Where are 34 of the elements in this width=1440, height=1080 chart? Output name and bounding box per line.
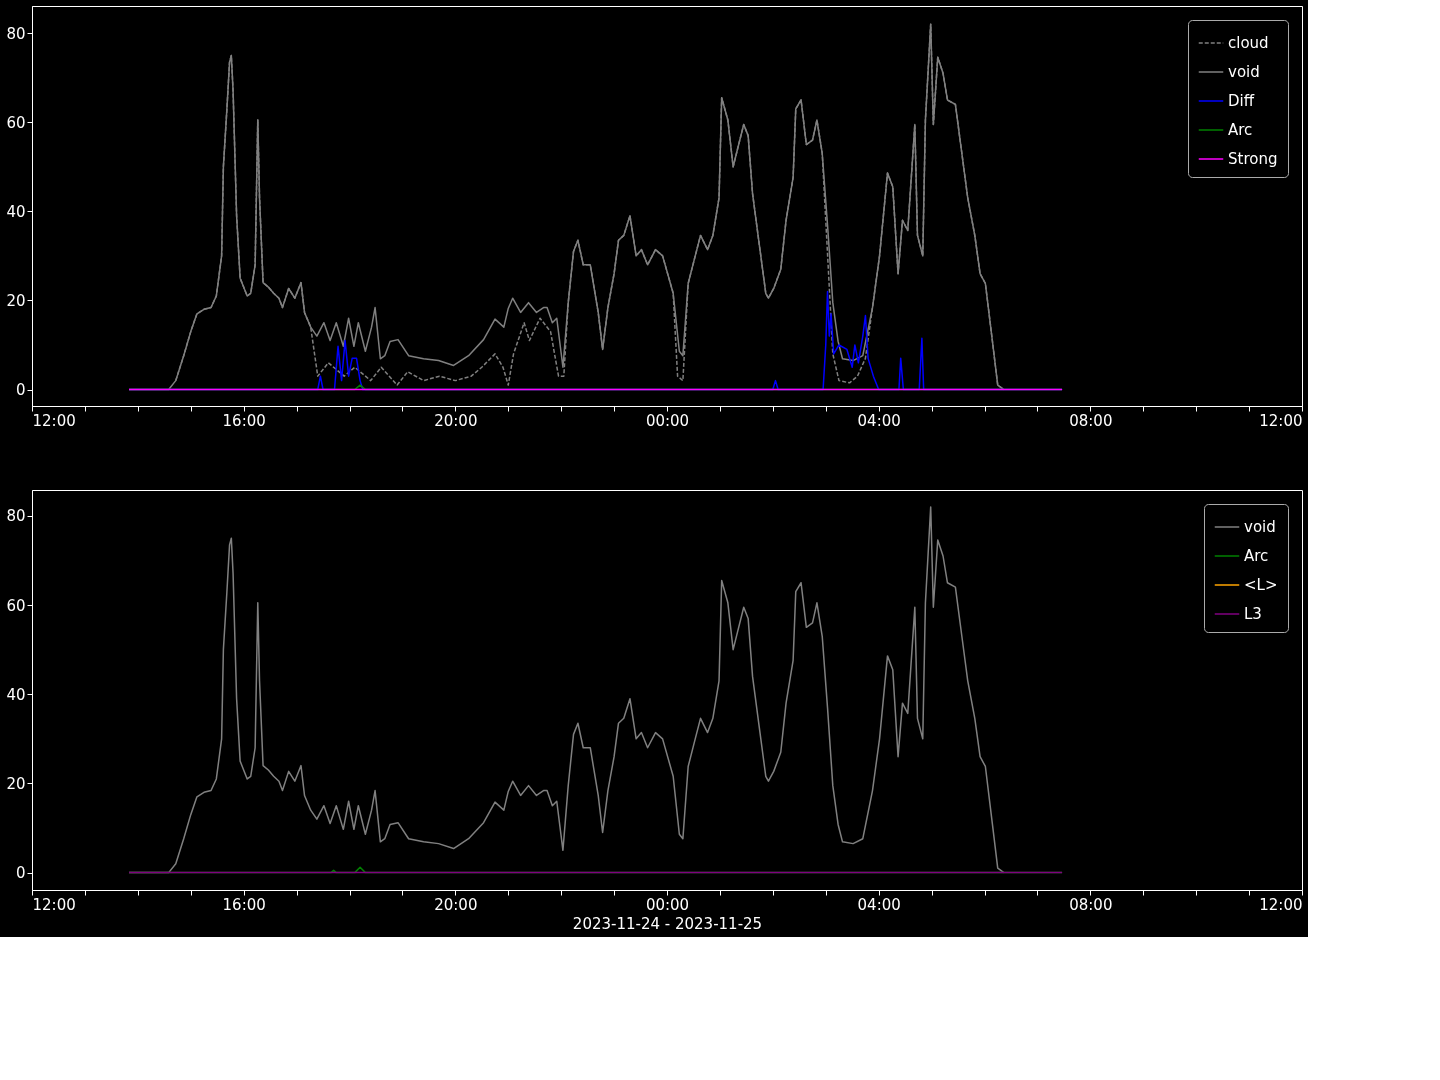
x-tick-label: 12:00 bbox=[32, 895, 76, 914]
x-tick-label: 04:00 bbox=[857, 411, 901, 430]
y-tick-label: 60 bbox=[6, 596, 26, 615]
y-tick-label: 40 bbox=[6, 202, 26, 221]
legend-label: cloud bbox=[1228, 34, 1269, 52]
y-tick-label: 0 bbox=[15, 864, 26, 883]
x-tick-label: 12:00 bbox=[32, 411, 76, 430]
x-tick-label: 12:00 bbox=[1259, 411, 1303, 430]
legend-label: L3 bbox=[1244, 605, 1262, 623]
x-tick-label: 16:00 bbox=[222, 411, 266, 430]
y-tick-label: 80 bbox=[6, 507, 26, 526]
legend-label: Arc bbox=[1228, 121, 1253, 139]
legend-label: Strong bbox=[1228, 150, 1278, 168]
legend-label: Diff bbox=[1228, 92, 1255, 110]
y-tick-label: 0 bbox=[15, 381, 26, 400]
x-tick-label: 04:00 bbox=[857, 895, 901, 914]
y-tick-label: 20 bbox=[6, 774, 26, 793]
legend-label: void bbox=[1228, 63, 1260, 81]
x-tick-label: 00:00 bbox=[645, 895, 690, 914]
y-tick-label: 20 bbox=[6, 291, 26, 310]
legend-label: Arc bbox=[1244, 547, 1269, 565]
y-tick-label: 80 bbox=[6, 24, 26, 43]
x-tick-label: 16:00 bbox=[222, 895, 266, 914]
x-tick-label: 00:00 bbox=[645, 411, 690, 430]
y-tick-label: 40 bbox=[6, 685, 26, 704]
x-tick-label: 20:00 bbox=[434, 411, 478, 430]
legend-label: void bbox=[1244, 518, 1276, 536]
x-tick-label: 08:00 bbox=[1069, 895, 1113, 914]
x-tick-label: 12:00 bbox=[1259, 895, 1303, 914]
x-tick-label: 20:00 bbox=[434, 895, 478, 914]
legend-label: <L> bbox=[1244, 576, 1278, 594]
x-axis-title: 2023-11-24 - 2023-11-25 bbox=[572, 914, 763, 933]
x-tick-label: 08:00 bbox=[1069, 411, 1113, 430]
y-tick-label: 60 bbox=[6, 113, 26, 132]
